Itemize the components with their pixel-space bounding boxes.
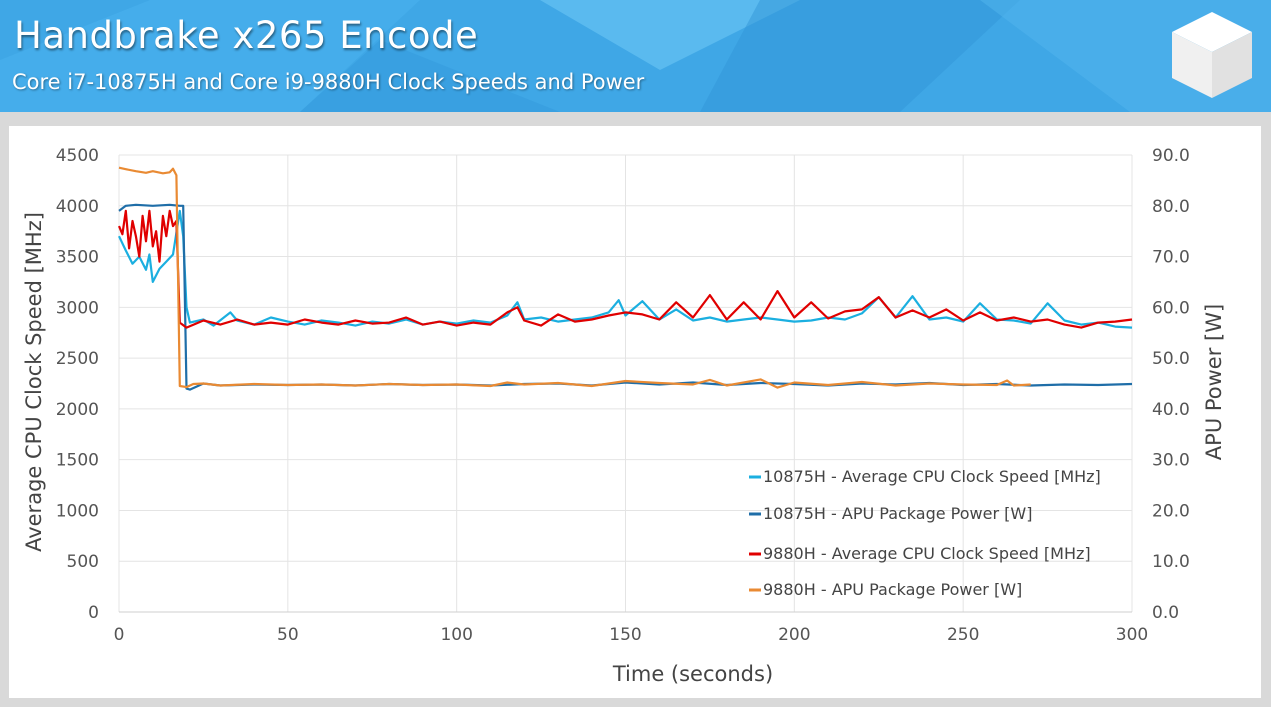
- y-right-tick-label: 60.0: [1152, 298, 1190, 318]
- x-tick-label: 0: [114, 625, 125, 645]
- y-left-tick-label: 4500: [56, 146, 99, 166]
- x-tick-label: 250: [947, 625, 979, 645]
- y-left-tick-label: 2000: [56, 400, 99, 420]
- y-left-tick-label: 2500: [56, 349, 99, 369]
- y-left-tick-label: 1000: [56, 501, 99, 521]
- y-left-tick-label: 3000: [56, 298, 99, 318]
- x-tick-label: 300: [1116, 625, 1148, 645]
- chart-title: Handbrake x265 Encode: [14, 14, 479, 57]
- x-tick-label: 50: [277, 625, 299, 645]
- y-right-tick-label: 50.0: [1152, 349, 1190, 369]
- series-lines: [117, 166, 1133, 391]
- y-left-tick-label: 3500: [56, 248, 99, 268]
- y-right-tick-label: 70.0: [1152, 248, 1190, 268]
- grid: [118, 154, 1133, 613]
- y-left-tick-label: 0: [88, 603, 99, 623]
- series-line-3: [117, 209, 1133, 329]
- y-right-tick-label: 10.0: [1152, 552, 1190, 572]
- y-left-tick-label: 4000: [56, 197, 99, 217]
- y-axis-left: 0 500 1000 1500 2000 2500 3000 3500 4000 4500: [56, 146, 99, 623]
- legend-label: 9880H - APU Package Power [W]: [763, 580, 1022, 599]
- y-right-tick-label: 20.0: [1152, 501, 1190, 521]
- x-axis: 0 50 100 150 200 250 300: [114, 625, 1149, 645]
- y-axis-right: 0.0 10.0 20.0 30.0 40.0 50.0 60.0 70.0 80.0 90.0: [1152, 146, 1190, 623]
- x-tick-label: 200: [778, 625, 810, 645]
- series-line-4: [118, 166, 1031, 389]
- y-left-tick-label: 1500: [56, 451, 99, 471]
- y-axis-right-label: APU Power [W]: [1202, 304, 1226, 460]
- series-line-1: [118, 209, 1133, 329]
- legend: 10875H - Average CPU Clock Speed [MHz] 10…: [749, 467, 1101, 599]
- cube-icon: [1172, 12, 1252, 98]
- y-left-tick-label: 500: [67, 552, 99, 572]
- chart-subtitle: Core i7-10875H and Core i9-9880H Clock S…: [12, 70, 645, 94]
- legend-label: 9880H - Average CPU Clock Speed [MHz]: [763, 544, 1091, 563]
- y-right-tick-label: 90.0: [1152, 146, 1190, 166]
- y-right-tick-label: 80.0: [1152, 197, 1190, 217]
- header-banner: Handbrake x265 Encode Core i7-10875H and…: [0, 0, 1271, 112]
- x-tick-label: 150: [609, 625, 641, 645]
- y-right-tick-label: 40.0: [1152, 400, 1190, 420]
- x-tick-label: 100: [440, 625, 472, 645]
- x-axis-label: Time (seconds): [612, 662, 773, 686]
- y-right-tick-label: 0.0: [1152, 603, 1179, 623]
- y-axis-left-label: Average CPU Clock Speed [MHz]: [22, 212, 46, 552]
- legend-label: 10875H - APU Package Power [W]: [763, 504, 1032, 523]
- y-right-tick-label: 30.0: [1152, 451, 1190, 471]
- legend-label: 10875H - Average CPU Clock Speed [MHz]: [763, 467, 1101, 486]
- chart-panel: 0 500 1000 1500 2000 2500 3000 3500 4000 4500 0.0…: [9, 126, 1261, 698]
